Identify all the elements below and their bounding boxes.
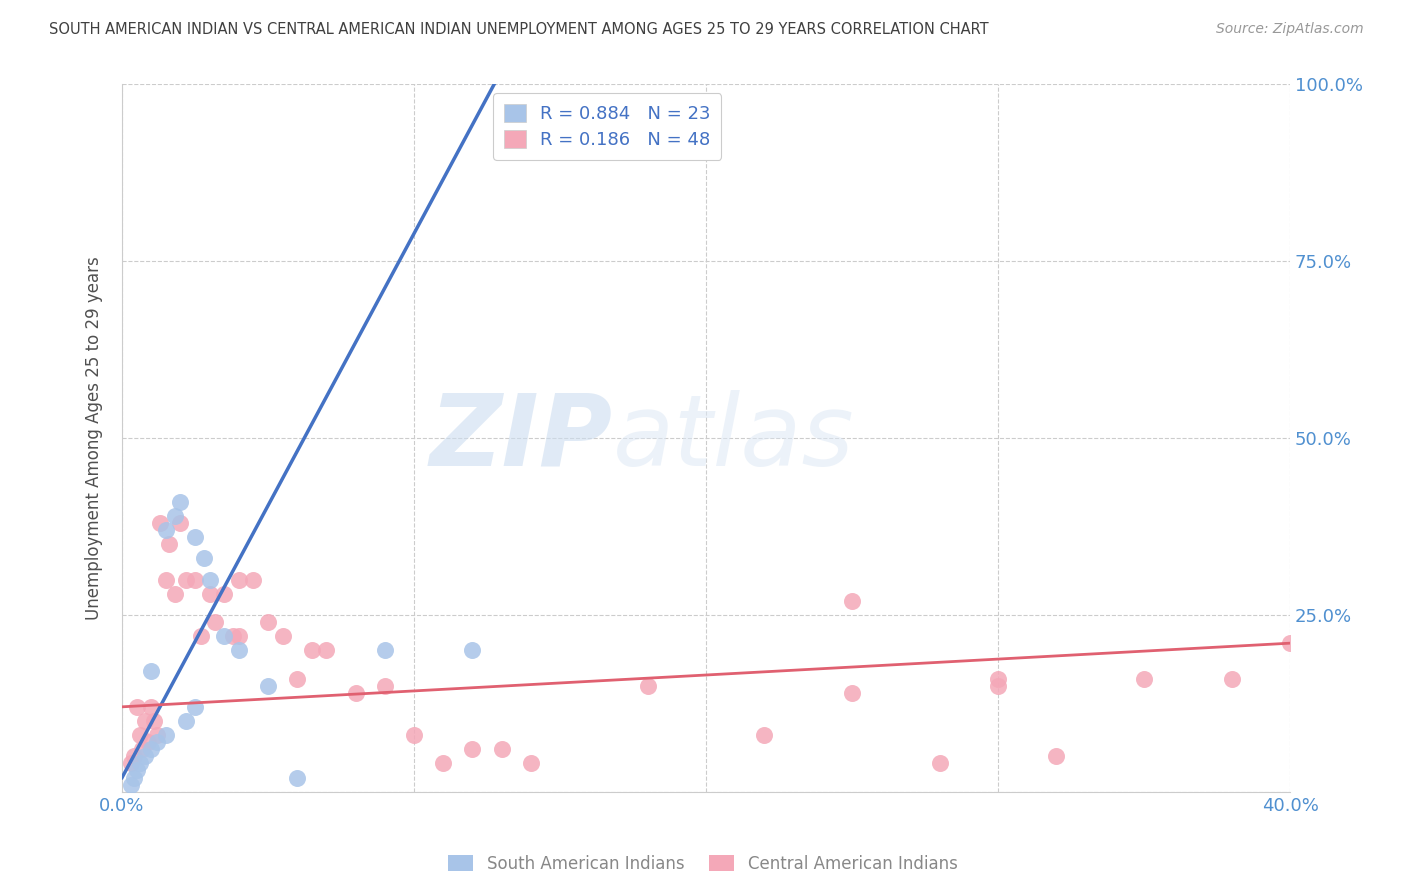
- Text: Source: ZipAtlas.com: Source: ZipAtlas.com: [1216, 22, 1364, 37]
- Point: [520, 756, 543, 771]
- Point: [198, 573, 221, 587]
- Point: [141, 699, 163, 714]
- Point: [174, 573, 197, 587]
- Point: [169, 516, 191, 530]
- Point: [754, 728, 776, 742]
- Text: atlas: atlas: [613, 390, 855, 486]
- Point: [374, 679, 396, 693]
- Point: [155, 573, 177, 587]
- Point: [257, 615, 280, 629]
- Point: [136, 735, 159, 749]
- Point: [285, 672, 308, 686]
- Point: [928, 756, 950, 771]
- Point: [120, 778, 142, 792]
- Point: [146, 728, 169, 742]
- Text: ZIP: ZIP: [430, 390, 613, 486]
- Point: [157, 537, 180, 551]
- Point: [184, 530, 207, 544]
- Point: [841, 593, 863, 607]
- Point: [125, 699, 148, 714]
- Point: [242, 573, 264, 587]
- Point: [143, 714, 166, 728]
- Point: [163, 508, 186, 523]
- Point: [271, 629, 294, 643]
- Point: [432, 756, 454, 771]
- Point: [228, 643, 250, 657]
- Point: [987, 679, 1010, 693]
- Point: [841, 686, 863, 700]
- Point: [169, 494, 191, 508]
- Point: [163, 587, 186, 601]
- Legend: R = 0.884   N = 23, R = 0.186   N = 48: R = 0.884 N = 23, R = 0.186 N = 48: [494, 94, 721, 160]
- Point: [212, 587, 235, 601]
- Point: [491, 742, 513, 756]
- Point: [198, 587, 221, 601]
- Point: [987, 672, 1010, 686]
- Point: [222, 629, 245, 643]
- Point: [637, 679, 659, 693]
- Point: [461, 643, 484, 657]
- Text: SOUTH AMERICAN INDIAN VS CENTRAL AMERICAN INDIAN UNEMPLOYMENT AMONG AGES 25 TO 2: SOUTH AMERICAN INDIAN VS CENTRAL AMERICA…: [49, 22, 988, 37]
- Point: [141, 742, 163, 756]
- Point: [402, 728, 425, 742]
- Point: [120, 756, 142, 771]
- Point: [149, 516, 172, 530]
- Point: [301, 643, 323, 657]
- Point: [228, 573, 250, 587]
- Point: [1045, 749, 1067, 764]
- Point: [212, 629, 235, 643]
- Point: [228, 629, 250, 643]
- Point: [122, 771, 145, 785]
- Point: [134, 714, 156, 728]
- Legend: South American Indians, Central American Indians: South American Indians, Central American…: [441, 848, 965, 880]
- Point: [134, 749, 156, 764]
- Point: [1133, 672, 1156, 686]
- Point: [190, 629, 212, 643]
- Point: [155, 728, 177, 742]
- Point: [285, 771, 308, 785]
- Point: [204, 615, 226, 629]
- Point: [344, 686, 367, 700]
- Point: [131, 742, 153, 756]
- Point: [184, 573, 207, 587]
- Y-axis label: Unemployment Among Ages 25 to 29 years: Unemployment Among Ages 25 to 29 years: [86, 256, 103, 620]
- Point: [174, 714, 197, 728]
- Point: [125, 764, 148, 778]
- Point: [141, 665, 163, 679]
- Point: [1220, 672, 1243, 686]
- Point: [1279, 636, 1302, 650]
- Point: [128, 756, 150, 771]
- Point: [193, 551, 215, 566]
- Point: [128, 728, 150, 742]
- Point: [184, 699, 207, 714]
- Point: [315, 643, 337, 657]
- Point: [461, 742, 484, 756]
- Point: [155, 523, 177, 537]
- Point: [257, 679, 280, 693]
- Point: [122, 749, 145, 764]
- Point: [146, 735, 169, 749]
- Point: [374, 643, 396, 657]
